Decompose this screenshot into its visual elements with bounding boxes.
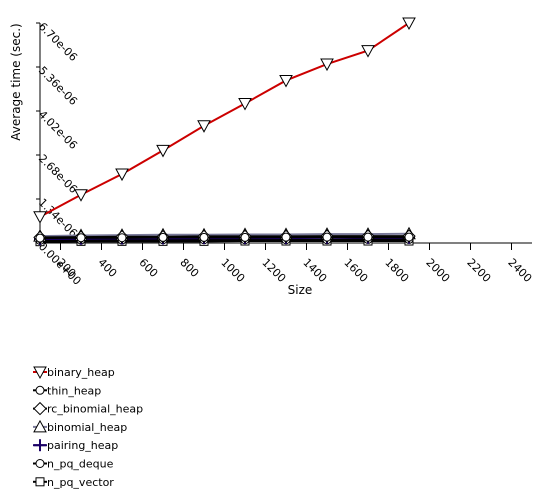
data-point-binary-heap bbox=[239, 98, 251, 109]
data-point-thin-heap bbox=[118, 234, 126, 242]
data-point-binary-heap bbox=[34, 212, 46, 223]
data-point-thin-heap bbox=[159, 233, 167, 241]
x-tick-label: 1600 bbox=[341, 256, 370, 285]
y-tick-label: 2.68e-06 bbox=[36, 152, 80, 196]
data-point-thin-heap bbox=[77, 234, 85, 242]
legend-marker-thin-heap bbox=[36, 386, 44, 394]
data-point-binary-heap bbox=[116, 169, 128, 180]
y-tick-label: 0.00e+00 bbox=[36, 240, 84, 288]
x-tick-label: 1000 bbox=[218, 256, 247, 285]
y-tick-label: 5.36e-06 bbox=[36, 64, 80, 108]
data-point-binary-heap bbox=[321, 59, 333, 70]
legend-label: rc_binomial_heap bbox=[47, 403, 143, 416]
series-line-binary-heap bbox=[40, 23, 409, 217]
x-axis-ticks: 200 400 600 800 1000 1200 1400 1600 1800 2000 2200… bbox=[54, 243, 534, 285]
data-point-thin-heap bbox=[323, 233, 331, 241]
data-point-thin-heap bbox=[405, 233, 413, 241]
legend-label: n_pq_vector bbox=[47, 476, 114, 489]
x-tick-label: 600 bbox=[136, 256, 160, 280]
data-point-binary-heap bbox=[403, 18, 415, 29]
legend-label: binomial_heap bbox=[47, 421, 127, 434]
data-point-binary-heap bbox=[75, 190, 87, 201]
data-point-binary-heap bbox=[280, 75, 292, 86]
data-point-binary-heap bbox=[157, 145, 169, 156]
y-axis-label: Average time (sec.) bbox=[9, 23, 23, 140]
y-tick-label: 6.70e-06 bbox=[36, 20, 80, 64]
data-point-thin-heap bbox=[282, 233, 290, 241]
x-tick-label: 1200 bbox=[259, 256, 288, 285]
legend-label: binary_heap bbox=[47, 366, 115, 379]
data-point-thin-heap bbox=[200, 233, 208, 241]
y-axis-ticks: 0.00e+001.34e-062.68e-064.02e-065.36e-06… bbox=[36, 20, 84, 288]
x-tick-label: 1400 bbox=[300, 256, 329, 285]
legend-marker-pairing-heap bbox=[34, 439, 46, 451]
x-tick-label: 2200 bbox=[464, 256, 493, 285]
x-tick-label: 2400 bbox=[505, 256, 534, 285]
x-tick-label: 800 bbox=[177, 256, 201, 280]
data-point-thin-heap bbox=[36, 234, 44, 242]
data-point-thin-heap bbox=[241, 233, 249, 241]
legend-label: n_pq_deque bbox=[47, 458, 114, 471]
chart-legend: binary_heap thin_heap rc_binomial_heapbino… bbox=[33, 366, 143, 489]
legend-label: thin_heap bbox=[47, 384, 101, 397]
chart-axes bbox=[40, 23, 532, 243]
data-point-thin-heap bbox=[364, 233, 372, 241]
legend-marker-n-pq-vector bbox=[36, 478, 44, 486]
x-tick-label: 1800 bbox=[382, 256, 411, 285]
x-tick-label: 400 bbox=[95, 256, 119, 280]
chart-series bbox=[34, 18, 415, 246]
x-axis-label: Size bbox=[288, 283, 313, 297]
legend-marker-n-pq-deque bbox=[36, 460, 44, 468]
y-tick-label: 4.02e-06 bbox=[36, 108, 80, 152]
series-line-thin-heap bbox=[40, 237, 409, 238]
legend-label: pairing_heap bbox=[47, 439, 118, 452]
x-tick-label: 2000 bbox=[423, 256, 452, 285]
legend-marker-rc-binomial-heap bbox=[34, 403, 46, 415]
series-line-n-pq-vector bbox=[40, 241, 409, 242]
data-point-binary-heap bbox=[198, 121, 210, 132]
